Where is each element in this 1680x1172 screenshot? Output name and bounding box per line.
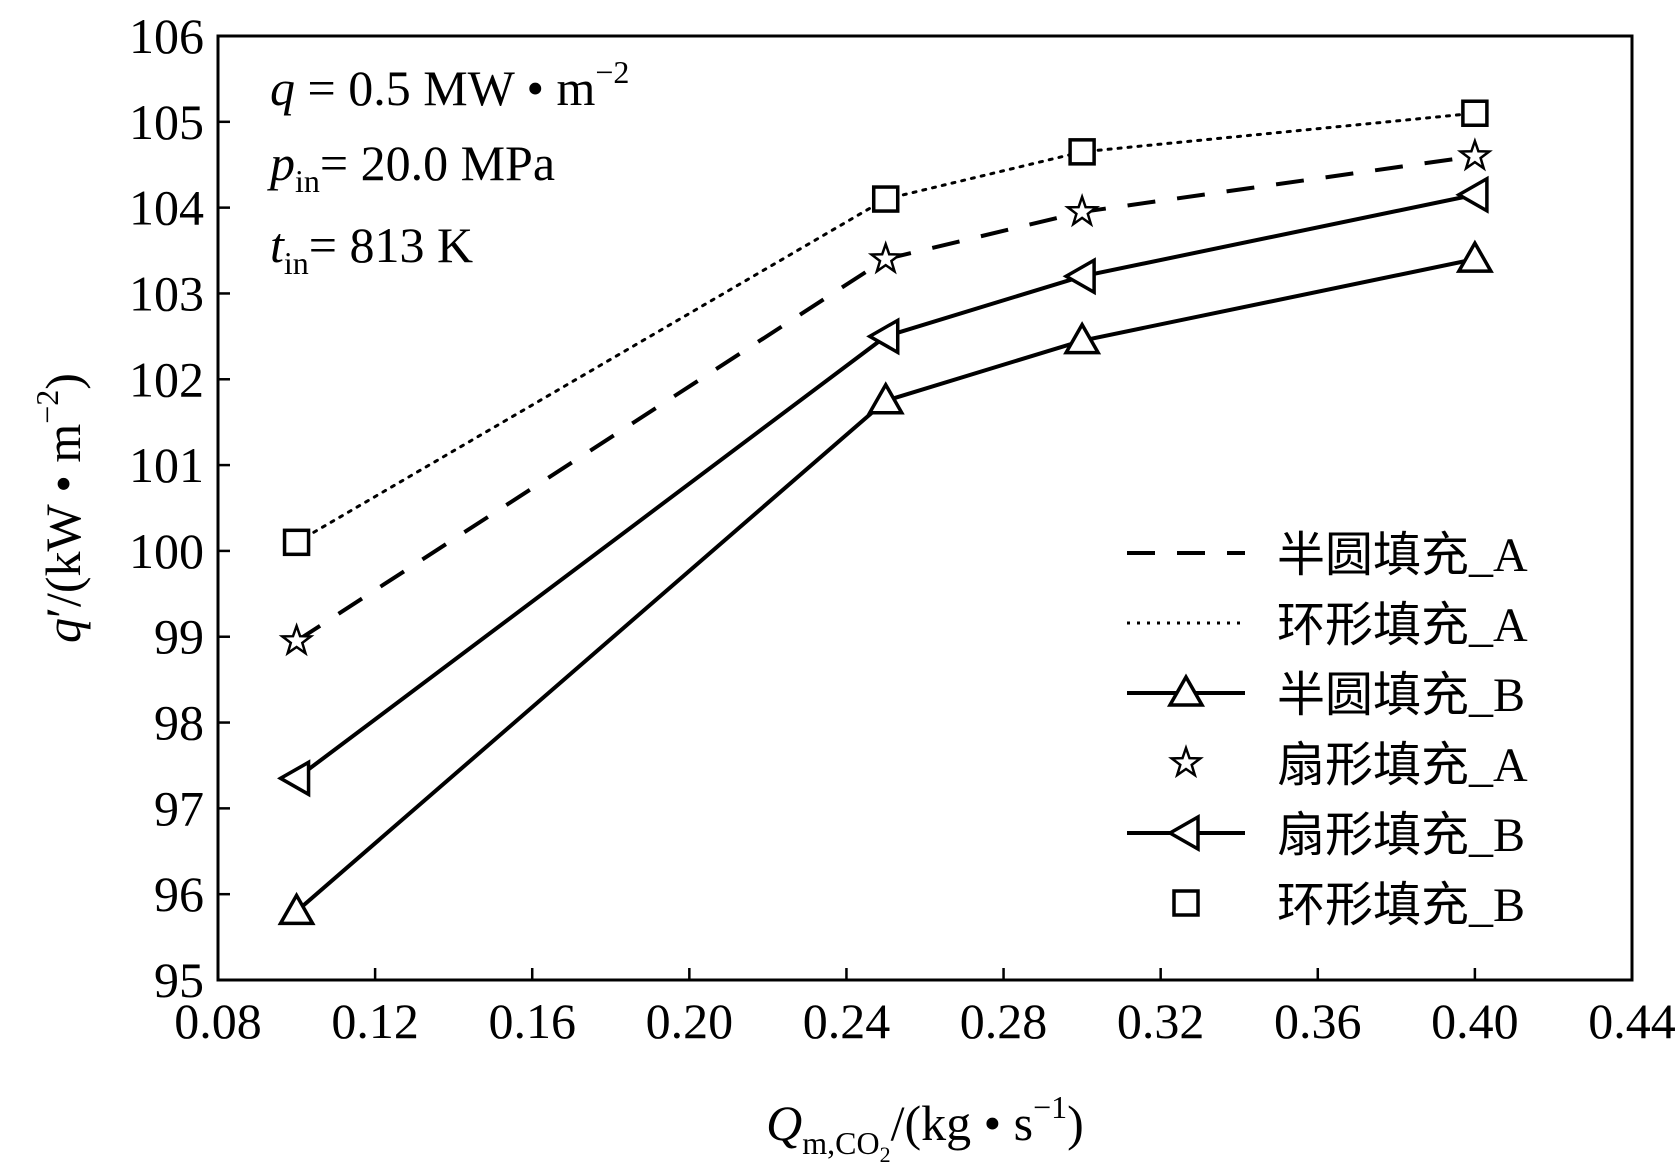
series-1-line bbox=[295, 111, 1477, 544]
y-tick-label: 102 bbox=[129, 351, 204, 407]
y-tick-label: 100 bbox=[129, 523, 204, 579]
annotation-inlet-temperature: tin= 813 K bbox=[270, 217, 473, 281]
annotation-inlet-pressure: pin= 20.0 MPa bbox=[267, 135, 555, 199]
legend-item: 扇形填充_B bbox=[1127, 809, 1525, 862]
series-2-point bbox=[277, 891, 316, 926]
x-tick-label: 0.24 bbox=[803, 993, 891, 1049]
series-3-point bbox=[867, 240, 904, 275]
series-5-point bbox=[871, 185, 900, 213]
annotation-heat-flux: q = 0.5 MW • m−2 bbox=[270, 54, 629, 116]
legend-marker-triangle-left bbox=[1166, 813, 1200, 853]
series-3-point bbox=[1064, 193, 1101, 228]
legend-label: 环形填充_A bbox=[1277, 599, 1528, 652]
legend-item: 环形填充_A bbox=[1127, 599, 1528, 652]
legend-marker-star bbox=[1168, 744, 1204, 779]
series-lines bbox=[295, 111, 1477, 913]
legend-item: 环形填充_B bbox=[1172, 879, 1525, 932]
legend-item: 扇形填充_A bbox=[1168, 739, 1528, 792]
series-4-point bbox=[866, 317, 900, 356]
y-tick-label: 99 bbox=[154, 609, 204, 665]
x-tick-label: 0.08 bbox=[174, 993, 262, 1049]
series-4-point bbox=[1455, 175, 1489, 214]
x-tick-label: 0.32 bbox=[1117, 993, 1205, 1049]
series-4-line bbox=[295, 192, 1476, 780]
y-tick-label: 96 bbox=[154, 866, 204, 922]
legend-label: 半圆填充_B bbox=[1277, 669, 1525, 722]
series-2-point bbox=[1063, 321, 1102, 355]
x-tick-label: 0.44 bbox=[1588, 993, 1676, 1049]
legend-marker-triangle-up bbox=[1166, 673, 1206, 707]
series-2-line bbox=[295, 257, 1476, 913]
annotations: q = 0.5 MW • m−2 pin= 20.0 MPa tin= 813 … bbox=[267, 54, 629, 281]
y-tick-label: 98 bbox=[154, 695, 204, 751]
x-axis-label: Qm,CO2/(kg • s−1) bbox=[766, 1089, 1084, 1167]
x-tick-label: 0.40 bbox=[1431, 993, 1519, 1049]
y-tick-label: 101 bbox=[129, 437, 204, 493]
y-tick-label: 104 bbox=[129, 180, 204, 236]
y-tick-label: 106 bbox=[129, 8, 204, 64]
series-4-point bbox=[1062, 257, 1096, 296]
series-2-point bbox=[866, 381, 905, 415]
series-3-point bbox=[1456, 137, 1493, 172]
series-markers bbox=[277, 99, 1494, 926]
x-tick-label: 0.20 bbox=[646, 993, 734, 1049]
y-tick-label: 97 bbox=[154, 780, 204, 836]
series-5-point bbox=[1068, 138, 1096, 166]
legend-marker-square bbox=[1172, 889, 1200, 917]
y-tick-label: 103 bbox=[129, 265, 204, 321]
legend-label: 半圆填充_A bbox=[1277, 529, 1528, 582]
legend-label: 环形填充_B bbox=[1277, 879, 1525, 932]
series-4-point bbox=[277, 759, 311, 798]
series-5-point bbox=[1461, 99, 1489, 127]
legend: 半圆填充_A 环形填充_A 半圆填充_B 扇形填充_A 扇形填充_B 环形填充_B bbox=[1127, 529, 1528, 932]
plot-frame bbox=[216, 34, 1634, 982]
x-tick-label: 0.16 bbox=[488, 993, 576, 1049]
series-2-point bbox=[1455, 239, 1494, 273]
series-0-line bbox=[295, 154, 1476, 643]
legend-item: 半圆填充_B bbox=[1127, 669, 1525, 722]
y-tick-label: 105 bbox=[129, 94, 204, 150]
x-tick-label: 0.36 bbox=[1274, 993, 1362, 1049]
legend-label: 扇形填充_A bbox=[1277, 739, 1528, 792]
axis-ticks: 0.08 0.12 0.16 0.20 0.24 0.28 0.32 0.36 0.40 0.44… bbox=[129, 8, 1676, 1049]
legend-item: 半圆填充_A bbox=[1127, 529, 1528, 582]
x-tick-label: 0.28 bbox=[960, 993, 1048, 1049]
y-axis-label: q′/(kW • m−2) bbox=[29, 373, 91, 643]
y-tick-label: 95 bbox=[154, 952, 204, 1008]
x-tick-label: 0.12 bbox=[331, 993, 419, 1049]
legend-label: 扇形填充_B bbox=[1277, 809, 1525, 862]
series-5-point bbox=[282, 528, 311, 557]
series-3-point bbox=[278, 622, 315, 657]
